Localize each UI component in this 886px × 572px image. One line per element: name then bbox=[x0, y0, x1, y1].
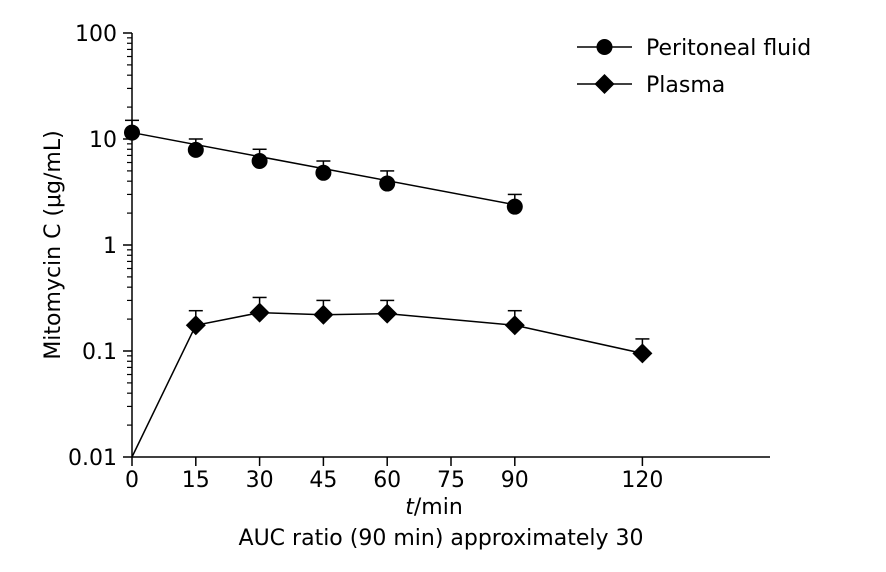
ticks: 0.01 0.1 1 10 100 0 15 30 45 60 75 90 120 bbox=[68, 22, 663, 493]
series-plasma bbox=[131, 296, 653, 458]
x-tick-label-1: 15 bbox=[182, 468, 210, 493]
series-peritoneal-fluid bbox=[124, 119, 523, 215]
series-1-point-5 bbox=[504, 315, 525, 336]
x-tick-label-3: 45 bbox=[309, 468, 337, 493]
plot-area bbox=[124, 119, 653, 458]
x-axis-label-rest: /min bbox=[414, 495, 463, 520]
series-0-point-1 bbox=[187, 141, 204, 158]
series-0-point-2 bbox=[251, 153, 268, 170]
series-1-point-6 bbox=[632, 343, 653, 364]
y-axis-label: Mitomycin C (μg/mL) bbox=[41, 130, 66, 359]
x-tick-label-7: 120 bbox=[621, 468, 663, 493]
series-1-point-1 bbox=[185, 315, 206, 336]
series-0-point-4 bbox=[379, 175, 396, 192]
legend-label-1: Plasma bbox=[646, 73, 725, 98]
series-1-point-3 bbox=[313, 304, 334, 325]
x-tick-label-2: 30 bbox=[246, 468, 274, 493]
y-tick-label-1: 0.1 bbox=[82, 340, 117, 365]
x-axis-label: t/min bbox=[405, 495, 463, 520]
legend-label-0: Peritoneal fluid bbox=[646, 36, 811, 61]
legend: Peritoneal fluid Plasma bbox=[577, 36, 811, 98]
x-tick-label-4: 60 bbox=[373, 468, 401, 493]
y-tick-label-0: 0.01 bbox=[68, 446, 117, 471]
footnote: AUC ratio (90 min) approximately 30 bbox=[239, 526, 644, 551]
y-tick-label-3: 10 bbox=[89, 128, 117, 153]
x-axis-label-italic: t bbox=[405, 495, 415, 520]
series-1-point-4 bbox=[377, 303, 398, 324]
series-0-point-5 bbox=[506, 198, 523, 215]
legend-marker-0 bbox=[596, 39, 613, 55]
series-1-point-2 bbox=[249, 302, 270, 323]
y-tick-label-2: 1 bbox=[103, 234, 117, 259]
legend-marker-1 bbox=[594, 74, 615, 94]
series-0-point-0 bbox=[124, 124, 140, 141]
x-tick-label-6: 90 bbox=[501, 468, 529, 493]
x-tick-label-5: 75 bbox=[437, 468, 465, 493]
y-tick-label-4: 100 bbox=[75, 22, 117, 47]
series-1-line bbox=[131, 311, 643, 458]
series-0-point-3 bbox=[315, 164, 332, 181]
x-tick-label-0: 0 bbox=[125, 468, 139, 493]
